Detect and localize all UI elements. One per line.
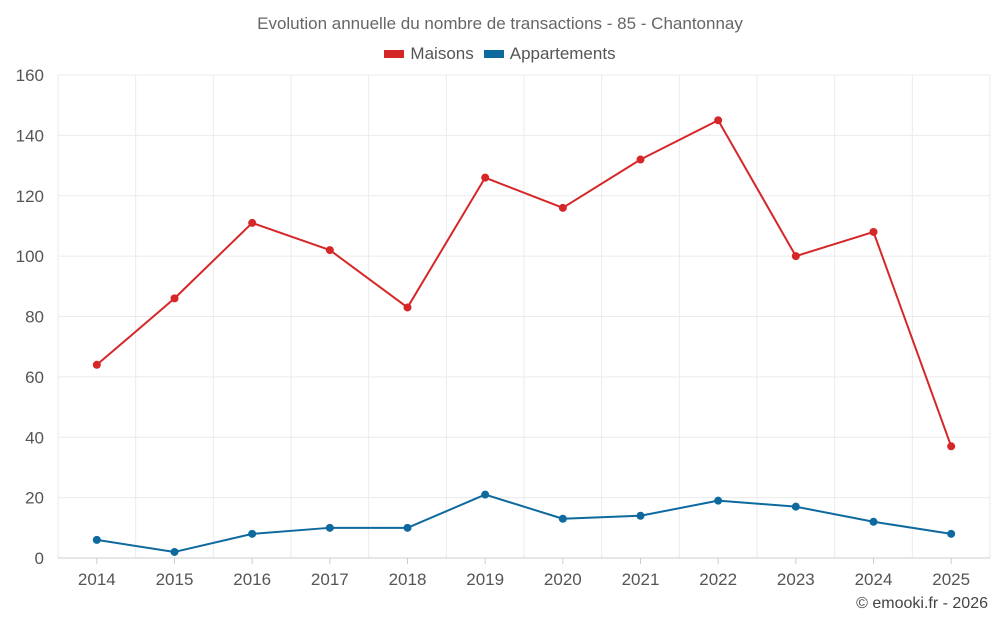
data-point-maisons [325, 246, 334, 255]
x-tick-label: 2022 [699, 570, 737, 589]
data-point-appartements [403, 523, 412, 532]
series-line-maisons [96, 119, 953, 447]
data-point-appartements [791, 502, 800, 511]
data-point-maisons [791, 252, 800, 261]
data-point-appartements [481, 490, 490, 499]
legend-item-appartements[interactable]: Appartements [483, 44, 616, 64]
x-tick-label: 2015 [156, 570, 194, 589]
series-line-appartements [96, 493, 952, 553]
y-tick-label: 120 [16, 187, 44, 206]
y-tick-label: 20 [25, 489, 44, 508]
legend: Maisons Appartements [0, 44, 1000, 64]
data-point-appartements [947, 529, 956, 538]
y-tick-label: 0 [35, 549, 44, 568]
data-point-maisons [869, 227, 878, 236]
legend-label-maisons: Maisons [410, 44, 474, 63]
data-point-maisons [714, 116, 723, 125]
data-point-appartements [869, 517, 878, 526]
chart-title: Evolution annuelle du nombre de transact… [257, 14, 743, 33]
x-tick-label: 2021 [622, 570, 660, 589]
data-point-appartements [636, 511, 645, 520]
x-tick-label: 2025 [932, 570, 970, 589]
y-tick-label: 160 [16, 66, 44, 85]
x-tick-label: 2016 [233, 570, 271, 589]
x-tick-label: 2017 [311, 570, 349, 589]
x-tick-label: 2024 [855, 570, 893, 589]
y-tick-label: 60 [25, 368, 44, 387]
data-point-appartements [170, 547, 179, 556]
data-point-maisons [92, 360, 101, 369]
y-tick-label: 80 [25, 308, 44, 327]
legend-item-maisons[interactable]: Maisons [384, 44, 474, 64]
x-tick-label: 2014 [78, 570, 116, 589]
data-point-appartements [92, 535, 101, 544]
data-point-maisons [947, 442, 956, 451]
data-point-appartements [714, 496, 723, 505]
data-point-maisons [636, 155, 645, 164]
legend-swatch-maisons [384, 50, 405, 58]
credit-text: © emooki.fr - 2026 [856, 595, 988, 612]
data-point-maisons [403, 303, 412, 312]
data-point-maisons [170, 294, 179, 303]
x-tick-label: 2018 [389, 570, 427, 589]
legend-swatch-appartements [483, 50, 504, 58]
data-point-appartements [248, 529, 257, 538]
data-point-maisons [248, 218, 257, 227]
data-point-appartements [558, 514, 567, 523]
y-tick-label: 140 [16, 126, 44, 145]
x-tick-label: 2023 [777, 570, 815, 589]
x-tick-label: 2019 [466, 570, 504, 589]
x-tick-label: 2020 [544, 570, 582, 589]
y-tick-label: 40 [25, 428, 44, 447]
data-point-maisons [481, 173, 490, 182]
data-point-maisons [558, 203, 567, 212]
legend-label-appartements: Appartements [509, 44, 616, 63]
data-point-appartements [325, 523, 334, 532]
y-tick-label: 100 [16, 247, 44, 266]
